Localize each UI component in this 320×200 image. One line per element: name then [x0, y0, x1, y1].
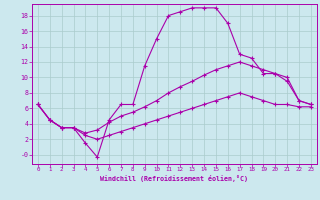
X-axis label: Windchill (Refroidissement éolien,°C): Windchill (Refroidissement éolien,°C) — [100, 175, 248, 182]
